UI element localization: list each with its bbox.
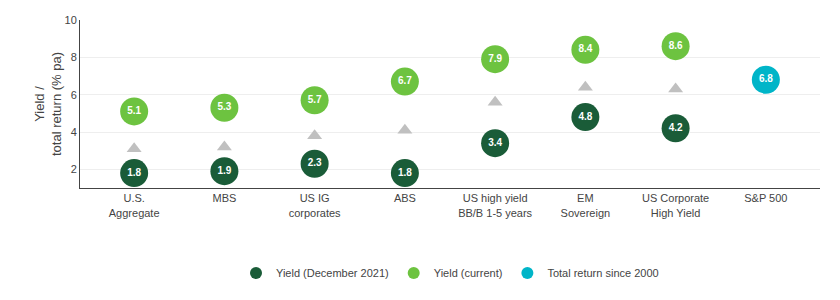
- svg-text:5.7: 5.7: [308, 94, 322, 105]
- svg-text:ABS: ABS: [394, 192, 416, 204]
- svg-text:4.8: 4.8: [578, 111, 592, 122]
- svg-text:MBS: MBS: [212, 192, 236, 204]
- svg-text:Yield /total return (% pa): Yield /total return (% pa): [32, 52, 64, 156]
- svg-text:6.8: 6.8: [759, 73, 773, 84]
- svg-text:US CorporateHigh Yield: US CorporateHigh Yield: [642, 192, 709, 218]
- svg-text:4.2: 4.2: [669, 122, 683, 133]
- svg-text:7.9: 7.9: [488, 53, 502, 64]
- svg-text:5.1: 5.1: [127, 105, 141, 116]
- svg-text:US high yieldBB/B 1-5 years: US high yieldBB/B 1-5 years: [458, 192, 532, 218]
- svg-text:1.8: 1.8: [398, 167, 412, 178]
- svg-text:Yield (current): Yield (current): [434, 267, 503, 279]
- svg-text:8: 8: [71, 51, 77, 63]
- svg-text:1.8: 1.8: [127, 167, 141, 178]
- svg-text:Total return since 2000: Total return since 2000: [547, 267, 658, 279]
- svg-text:2: 2: [71, 163, 77, 175]
- svg-text:S&P 500: S&P 500: [744, 192, 787, 204]
- svg-text:6: 6: [71, 89, 77, 101]
- svg-text:Yield (December 2021): Yield (December 2021): [276, 267, 389, 279]
- svg-text:10: 10: [65, 14, 77, 26]
- svg-text:8.6: 8.6: [669, 40, 683, 51]
- svg-text:8.4: 8.4: [578, 43, 592, 54]
- svg-text:US IGcorporates: US IGcorporates: [289, 192, 341, 218]
- svg-text:5.3: 5.3: [217, 101, 231, 112]
- svg-text:2.3: 2.3: [308, 157, 322, 168]
- svg-text:1.9: 1.9: [217, 165, 231, 176]
- svg-text:6.7: 6.7: [398, 75, 412, 86]
- svg-text:3.4: 3.4: [488, 137, 502, 148]
- svg-text:EMSovereign: EMSovereign: [561, 192, 611, 218]
- svg-text:U.S.Aggregate: U.S.Aggregate: [109, 192, 160, 218]
- svg-text:4: 4: [71, 126, 77, 138]
